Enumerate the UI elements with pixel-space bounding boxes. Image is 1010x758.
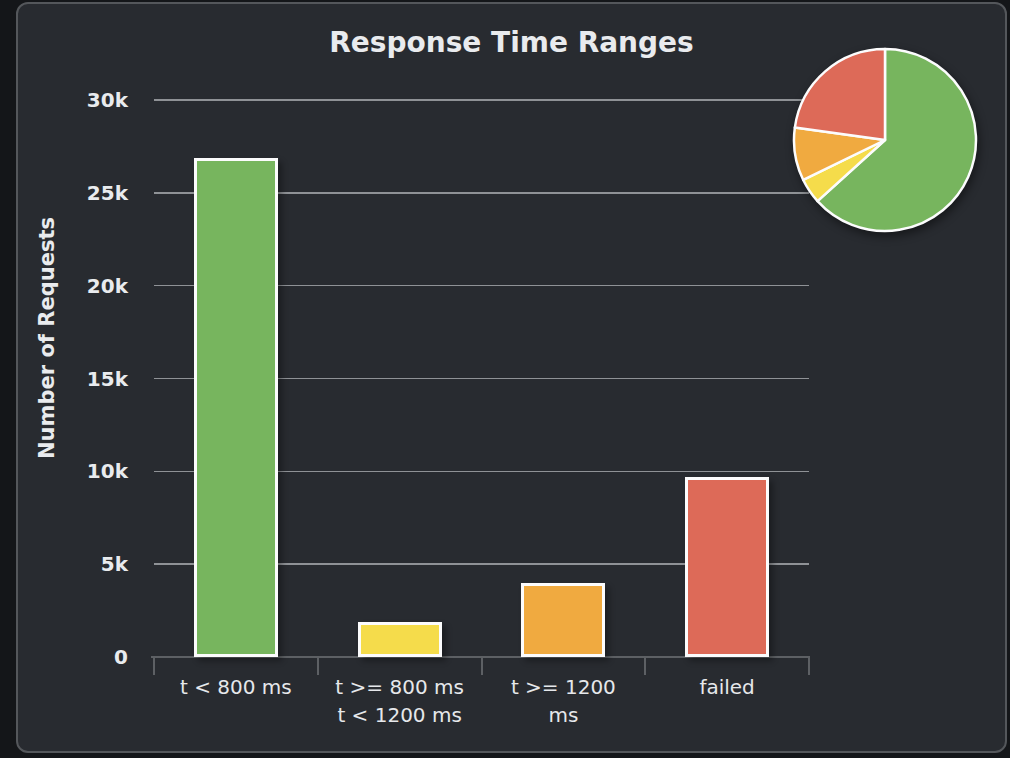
gridline <box>154 99 809 101</box>
y-axis-tick-label: 30k <box>36 87 128 113</box>
y-axis-tick-label: 0 <box>36 644 128 670</box>
bar-1[interactable] <box>358 622 442 657</box>
x-axis-category-label: failed <box>645 673 809 701</box>
bar-3[interactable] <box>685 477 769 657</box>
y-axis-tick-label: 25k <box>36 180 128 206</box>
inset-pie-chart <box>787 42 983 238</box>
bar-2[interactable] <box>521 583 605 657</box>
pie-slice-3[interactable] <box>795 49 885 140</box>
y-axis-tick-label: 20k <box>36 273 128 299</box>
x-axis-category-label: t >= 1200 ms <box>482 673 646 729</box>
x-axis-category-label: t < 800 ms <box>154 673 318 701</box>
bar-0[interactable] <box>194 158 278 657</box>
x-axis-category-label: t >= 800 ms t < 1200 ms <box>318 673 482 729</box>
y-axis-tick-label: 10k <box>36 458 128 484</box>
y-axis-tick-label: 5k <box>36 551 128 577</box>
screenshot-root: Response Time Ranges Number of Requests … <box>0 0 1010 758</box>
y-axis-tick-label: 15k <box>36 366 128 392</box>
chart-stage: 0 5k 10k 15k 20k 25k 30k t < 800 mst >= 800 ms … <box>0 0 1010 758</box>
